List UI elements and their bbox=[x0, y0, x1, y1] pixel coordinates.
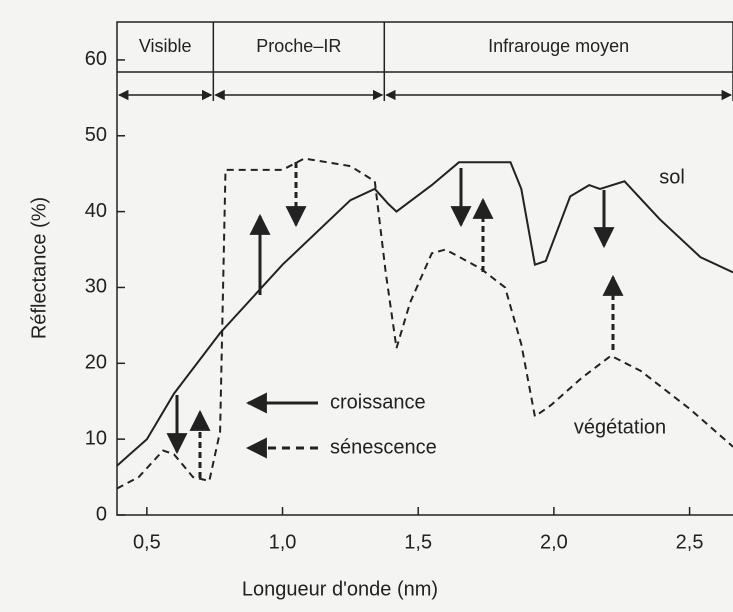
y-tick-label: 50 bbox=[85, 124, 107, 146]
y-axis-title: Réflectance (%) bbox=[28, 197, 50, 339]
series-line bbox=[116, 161, 733, 467]
x-tick-label: 2,5 bbox=[676, 531, 704, 553]
y-tick-label: 60 bbox=[85, 48, 107, 70]
y-tick-label: 20 bbox=[85, 352, 107, 374]
change-arrows bbox=[166, 162, 624, 478]
legend-label: sénescence bbox=[330, 436, 437, 458]
band-label: Proche–IR bbox=[256, 36, 341, 56]
x-tick-label: 1,0 bbox=[269, 531, 297, 553]
band-label: Visible bbox=[139, 36, 192, 56]
x-tick-label: 1,5 bbox=[404, 531, 432, 553]
series-label: végétation bbox=[574, 416, 666, 438]
series-label: sol bbox=[659, 166, 685, 188]
y-tick-label: 40 bbox=[85, 200, 107, 222]
band-label: Infrarouge moyen bbox=[488, 36, 629, 56]
plot-frame bbox=[116, 21, 733, 516]
legend-label: croissance bbox=[330, 391, 426, 413]
x-tick-label: 0,5 bbox=[133, 531, 161, 553]
series-line bbox=[116, 157, 733, 490]
x-tick-label: 2,0 bbox=[540, 531, 568, 553]
y-tick-label: 30 bbox=[85, 276, 107, 298]
x-axis-title: Longueur d'onde (nm) bbox=[242, 578, 438, 600]
y-tick-label: 10 bbox=[85, 427, 107, 449]
y-tick-label: 0 bbox=[96, 503, 107, 525]
